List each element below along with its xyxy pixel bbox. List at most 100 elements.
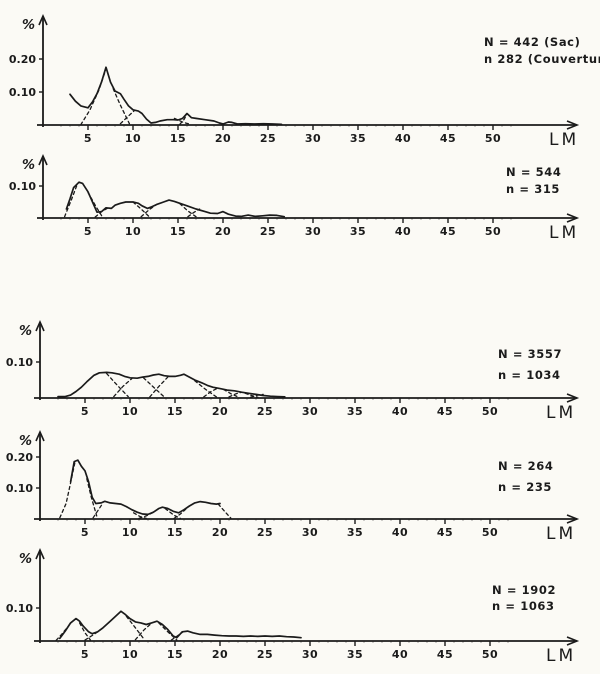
y-tick-label: 0.10 [6,482,33,495]
component-curve-dashed [138,512,154,520]
x-axis-lm-label: LM [549,130,579,150]
x-tick-label: 30 [302,405,318,418]
x-tick-label: 10 [122,648,138,661]
component-curve-dashed [173,508,187,520]
annotation-n: n = 1034 [498,368,561,382]
sample-annotation: N = 1902 n = 1063 [492,583,556,613]
component-curve-dashed [194,380,218,398]
component-curve-dashed [179,202,197,218]
component-curve-dashed [86,478,98,517]
x-tick-label: 40 [392,405,408,418]
sample-annotation: N = 544 n = 315 [506,165,561,196]
component-curve-dashed [84,627,104,641]
y-axis-percent-label: % [19,434,32,449]
chart-1: 5 10 15 20 25 30 35 40 45 50 0.20 0.10% LM N = 442 (S… [9,14,600,150]
x-tick-label: 50 [485,225,501,238]
component-curve-dashed [105,372,129,398]
x-axis-lm-label: LM [546,646,576,666]
annotation-n: n = 235 [498,480,552,494]
x-tick-label: 35 [347,526,363,539]
chart-5: 5 10 15 20 25 30 35 40 45 50 0.10% LM N = 1902 n = 10… [6,548,580,666]
x-axis-arrow-icon [566,393,580,403]
component-curve-dashed [203,387,219,398]
observed-curve [65,181,286,218]
x-tick-label: 30 [305,225,321,238]
component-curve-dashed [80,68,107,126]
component-curve-dashed [142,377,165,398]
y-tick-label: 0.10 [6,602,33,615]
component-curve-dashed [55,627,68,641]
component-curve-dashed [179,113,188,125]
annotation-n: n = 315 [506,182,560,196]
sample-annotation: N = 442 (Sac) n 282 (Couverture) [484,35,600,66]
y-axis-arrow-icon [38,14,48,26]
x-axis-arrow-icon [566,120,580,130]
annotation-n: n 282 (Couverture) [484,52,600,66]
x-tick-label: 30 [302,648,318,661]
observed-curve [69,459,221,516]
x-axis-lm-label: LM [549,223,579,243]
x-tick-label: 10 [125,225,141,238]
x-tick-label: 5 [84,132,92,145]
y-tick-label: 0.10 [6,356,33,369]
annotation-N: N = 1902 [492,583,556,597]
component-curve-dashed [149,376,169,398]
component-curve-dashed [92,502,104,519]
x-tick-label: 50 [482,405,498,418]
x-tick-label: 15 [167,526,183,539]
x-tick-label: 20 [212,648,228,661]
x-tick-label: 35 [350,132,366,145]
observed-curve [57,371,286,398]
annotation-N: N = 3557 [498,347,562,361]
x-tick-label: 10 [122,526,138,539]
y-axis-arrow-icon [35,548,45,560]
sample-annotation: N = 3557 n = 1034 [498,347,562,382]
x-tick-label: 25 [257,526,273,539]
component-curve-dashed [244,392,259,398]
y-axis-arrow-icon [38,154,48,166]
x-tick-label: 50 [482,526,498,539]
y-tick-label: 0.20 [6,451,33,464]
chart-3: 5 10 15 20 25 30 35 40 45 50 0.10% LM N = 3557 n = 10… [6,320,580,423]
x-tick-label: 30 [302,526,318,539]
x-tick-label: 45 [440,225,456,238]
y-axis-percent-label: % [22,18,35,33]
x-tick-label: 30 [305,132,321,145]
component-curve-dashed [217,503,232,519]
annotation-N: N = 264 [498,459,553,473]
x-tick-label: 20 [215,132,231,145]
annotation-n: n = 1063 [492,599,555,613]
x-tick-label: 25 [260,132,276,145]
x-axis-arrow-icon [566,636,580,646]
x-axis-arrow-icon [566,213,580,223]
component-curve-dashed [63,183,78,218]
x-tick-label: 25 [260,225,276,238]
component-curve-dashed [125,615,146,641]
chart-4: 5 10 15 20 25 30 35 40 45 50 0.20 0.10% LM N = 264 n =… [6,430,580,544]
x-tick-label: 10 [125,132,141,145]
y-axis-percent-label: % [22,158,35,173]
x-tick-label: 40 [395,132,411,145]
component-curve-dashed [132,512,147,520]
component-curve-dashed [140,203,158,218]
component-curve-dashed [228,391,243,398]
x-tick-label: 50 [482,648,498,661]
x-tick-label: 40 [392,648,408,661]
y-axis-arrow-icon [35,430,45,442]
y-axis-percent-label: % [19,552,32,567]
component-curve-dashed [134,622,153,641]
component-curve-dashed [222,388,239,398]
y-tick-label: 0.20 [9,53,36,66]
x-tick-label: 50 [485,132,501,145]
x-tick-label: 45 [440,132,456,145]
x-tick-label: 45 [437,648,453,661]
x-tick-label: 5 [81,405,89,418]
component-curve-dashed [59,460,76,519]
x-tick-label: 15 [167,405,183,418]
component-curve-dashed [249,393,264,398]
component-curve-dashed [170,631,184,641]
x-tick-label: 45 [437,526,453,539]
x-tick-label: 20 [212,526,228,539]
component-curve-dashed [113,377,133,398]
x-tick-label: 15 [167,648,183,661]
